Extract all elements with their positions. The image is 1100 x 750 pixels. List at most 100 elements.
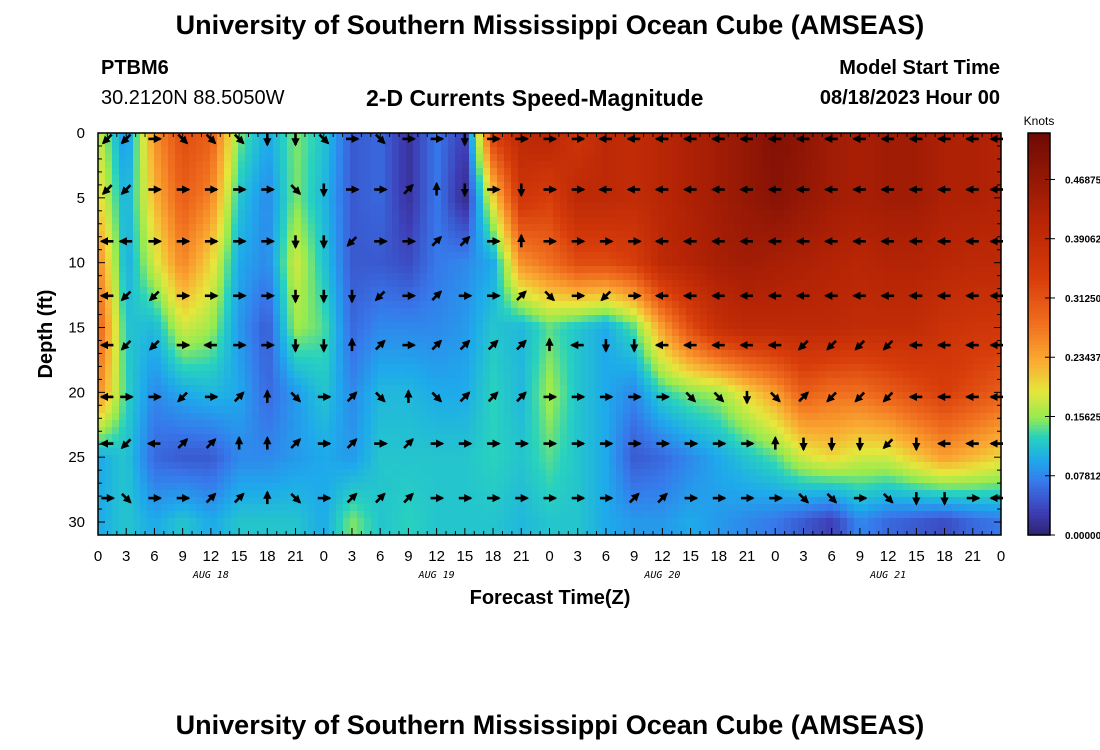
heatmap-cell	[112, 161, 120, 169]
heatmap-cell	[518, 245, 526, 253]
heatmap-cell	[819, 140, 827, 148]
heatmap-cell	[749, 161, 757, 169]
heatmap-cell	[119, 301, 127, 309]
heatmap-cell	[385, 294, 393, 302]
heatmap-cell	[329, 210, 337, 218]
heatmap-cell	[231, 161, 239, 169]
heatmap-cell	[700, 133, 708, 141]
heatmap-cell	[875, 357, 883, 365]
heatmap-cell	[168, 196, 176, 204]
heatmap-cell	[588, 154, 596, 162]
heatmap-cell	[826, 231, 834, 239]
heatmap-cell	[518, 175, 526, 183]
heatmap-cell	[840, 273, 848, 281]
heatmap-cell	[371, 140, 379, 148]
heatmap-cell	[217, 147, 225, 155]
heatmap-cell	[189, 392, 197, 400]
heatmap-cell	[868, 252, 876, 260]
heatmap-cell	[945, 301, 953, 309]
heatmap-cell	[441, 364, 449, 372]
heatmap-cell	[357, 133, 365, 141]
heatmap-cell	[973, 147, 981, 155]
heatmap-cell	[364, 147, 372, 155]
heatmap-cell	[777, 217, 785, 225]
heatmap-cell	[364, 280, 372, 288]
heatmap-cell	[105, 210, 113, 218]
heatmap-cell	[231, 273, 239, 281]
heatmap-cell	[616, 196, 624, 204]
heatmap-cell	[392, 196, 400, 204]
heatmap-cell	[189, 147, 197, 155]
heatmap-cell	[798, 140, 806, 148]
heatmap-cell	[910, 196, 918, 204]
heatmap-cell	[609, 231, 617, 239]
heatmap-cell	[196, 385, 204, 393]
heatmap-cell	[707, 329, 715, 337]
heatmap-cell	[644, 259, 652, 267]
heatmap-cell	[420, 259, 428, 267]
heatmap-cell	[203, 273, 211, 281]
heatmap-cell	[126, 280, 134, 288]
heatmap-cell	[854, 252, 862, 260]
heatmap-cell	[357, 329, 365, 337]
heatmap-cell	[336, 266, 344, 274]
heatmap-cell	[210, 175, 218, 183]
heatmap-cell	[728, 161, 736, 169]
heatmap-cell	[406, 147, 414, 155]
heatmap-cell	[959, 287, 967, 295]
heatmap-cell	[518, 308, 526, 316]
heatmap-cell	[469, 245, 477, 253]
heatmap-cell	[826, 210, 834, 218]
heatmap-cell	[476, 182, 484, 190]
heatmap-cell	[651, 266, 659, 274]
heatmap-cell	[903, 350, 911, 358]
heatmap-cell	[392, 301, 400, 309]
heatmap-cell	[189, 217, 197, 225]
heatmap-cell	[343, 168, 351, 176]
heatmap-cell	[868, 308, 876, 316]
heatmap-cell	[938, 287, 946, 295]
heatmap-cell	[238, 357, 246, 365]
heatmap-cell	[98, 203, 106, 211]
heatmap-cell	[581, 343, 589, 351]
heatmap-cell	[721, 378, 729, 386]
heatmap-cell	[560, 308, 568, 316]
heatmap-cell	[231, 301, 239, 309]
heatmap-cell	[441, 245, 449, 253]
heatmap-cell	[896, 343, 904, 351]
heatmap-cell	[763, 343, 771, 351]
heatmap-cell	[651, 336, 659, 344]
heatmap-cell	[364, 210, 372, 218]
heatmap-cell	[651, 259, 659, 267]
heatmap-cell	[133, 385, 141, 393]
heatmap-cell	[875, 196, 883, 204]
heatmap-cell	[217, 315, 225, 323]
heatmap-cell	[644, 238, 652, 246]
heatmap-cell	[217, 238, 225, 246]
heatmap-cell	[581, 329, 589, 337]
heatmap-cell	[847, 371, 855, 379]
heatmap-cell	[259, 133, 267, 141]
heatmap-cell	[595, 308, 603, 316]
heatmap-cell	[616, 336, 624, 344]
heatmap-cell	[504, 217, 512, 225]
heatmap-cell	[826, 140, 834, 148]
heatmap-cell	[280, 140, 288, 148]
heatmap-cell	[616, 273, 624, 281]
heatmap-cell	[567, 301, 575, 309]
heatmap-cell	[917, 357, 925, 365]
heatmap-cell	[791, 210, 799, 218]
heatmap-cell	[357, 392, 365, 400]
heatmap-cell	[455, 140, 463, 148]
heatmap-cell	[714, 168, 722, 176]
heatmap-cell	[518, 252, 526, 260]
heatmap-cell	[672, 371, 680, 379]
heatmap-cell	[252, 161, 260, 169]
heatmap-cell	[651, 154, 659, 162]
heatmap-cell	[238, 266, 246, 274]
heatmap-cell	[616, 280, 624, 288]
heatmap-cell	[672, 182, 680, 190]
heatmap-cell	[252, 301, 260, 309]
heatmap-cell	[511, 294, 519, 302]
heatmap-cell	[294, 252, 302, 260]
